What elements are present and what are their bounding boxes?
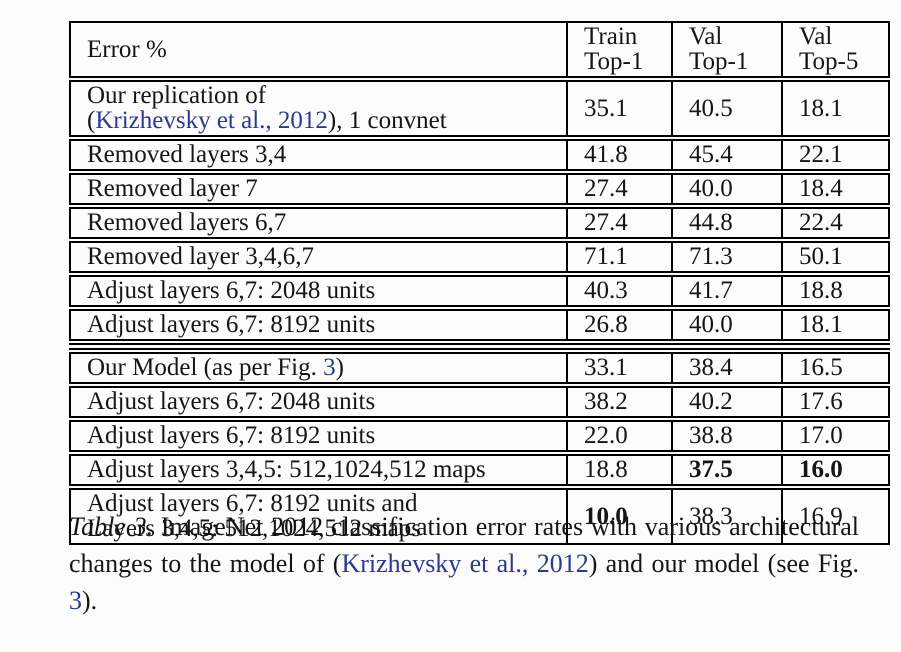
val-top1-value: 44.8 bbox=[673, 207, 783, 239]
header-line: Train bbox=[584, 23, 638, 50]
val-top5-value: 16.5 bbox=[783, 352, 890, 384]
train-top1-value: 35.1 bbox=[568, 80, 673, 137]
row-label: Removed layers 6,7 bbox=[69, 207, 568, 239]
header-line: Top-1 bbox=[584, 48, 644, 75]
table-row: Adjust layers 6,7: 2048 units 40.3 41.7 … bbox=[69, 275, 890, 307]
train-top1-value: 41.8 bbox=[568, 139, 673, 171]
val-top5-value: 50.1 bbox=[783, 241, 890, 273]
figure-link[interactable]: 3 bbox=[323, 354, 336, 381]
row-label: Removed layers 3,4 bbox=[69, 139, 568, 171]
text: ( bbox=[87, 107, 96, 134]
table-caption: Table 3. ImageNet 2012 classification er… bbox=[69, 508, 859, 619]
val-top1-value: 40.5 bbox=[673, 80, 783, 137]
val-top5-value: 22.1 bbox=[783, 139, 890, 171]
column-header-train-top1: Train Top-1 bbox=[568, 21, 673, 78]
caption-title: Table 3. bbox=[69, 512, 154, 541]
val-top1-value: 38.3 bbox=[673, 488, 783, 545]
table-row: Our replication of (Krizhevsky et al., 2… bbox=[69, 80, 890, 137]
header-row: Error % Train Top-1 Val Top-1 Val Top-5 bbox=[69, 21, 890, 78]
val-top1-value: 40.0 bbox=[673, 173, 783, 205]
val-top5-value: 18.1 bbox=[783, 80, 890, 137]
column-header-val-top1: Val Top-1 bbox=[673, 21, 783, 78]
train-top1-value: 27.4 bbox=[568, 173, 673, 205]
train-top1-value: 26.8 bbox=[568, 309, 673, 341]
val-top1-value: 40.0 bbox=[673, 309, 783, 341]
val-top5-value: 17.0 bbox=[783, 420, 890, 452]
table-row: Adjust layers 6,7: 8192 units and Layers… bbox=[69, 488, 890, 545]
table-row: Adjust layers 6,7: 8192 units 22.0 38.8 … bbox=[69, 420, 890, 452]
val-top5-value: 17.6 bbox=[783, 386, 890, 418]
row-label-line1: Our replication of bbox=[87, 82, 267, 109]
header-line: Top-5 bbox=[799, 48, 859, 75]
train-top1-value: 38.2 bbox=[568, 386, 673, 418]
citation-link[interactable]: Krizhevsky et al., 2012 bbox=[95, 107, 328, 134]
caption-text: ImageNet 2012 classification error rates… bbox=[69, 512, 859, 578]
table-row: Adjust layers 6,7: 8192 units 26.8 40.0 … bbox=[69, 309, 890, 341]
row-label: Adjust layers 3,4,5: 512,1024,512 maps bbox=[69, 454, 568, 486]
row-label: Removed layer 7 bbox=[69, 173, 568, 205]
table-row: Adjust layers 3,4,5: 512,1024,512 maps 1… bbox=[69, 454, 890, 486]
val-top5-value: 18.8 bbox=[783, 275, 890, 307]
val-top5-value: 16.0 bbox=[783, 454, 890, 486]
row-label: Our Model (as per Fig. 3) bbox=[69, 352, 568, 384]
double-rule bbox=[69, 343, 890, 350]
table-row: Our Model (as per Fig. 3) 33.1 38.4 16.5 bbox=[69, 352, 890, 384]
table-row: Removed layers 6,7 27.4 44.8 22.4 bbox=[69, 207, 890, 239]
row-label: Adjust layers 6,7: 2048 units bbox=[69, 275, 568, 307]
val-top1-value: 38.4 bbox=[673, 352, 783, 384]
train-top1-value: 18.8 bbox=[568, 454, 673, 486]
train-top1-value: 71.1 bbox=[568, 241, 673, 273]
caption-text: ) and our model (see Fig. bbox=[588, 549, 860, 578]
citation-link[interactable]: Krizhevsky et al., 2012 bbox=[341, 549, 589, 578]
table-row: Removed layers 3,4 41.8 45.4 22.1 bbox=[69, 139, 890, 171]
train-top1-value: 27.4 bbox=[568, 207, 673, 239]
header-line: Top-1 bbox=[689, 48, 749, 75]
table-row: Removed layer 3,4,6,7 71.1 71.3 50.1 bbox=[69, 241, 890, 273]
row-label-line2: Layers 3,4,5: 512,1024,512 maps bbox=[87, 515, 421, 542]
row-label: Adjust layers 6,7: 8192 units bbox=[69, 420, 568, 452]
text: Our Model (as per Fig. bbox=[87, 354, 324, 381]
caption-text: ). bbox=[82, 586, 98, 615]
section-divider bbox=[69, 343, 890, 350]
train-top1-value: 22.0 bbox=[568, 420, 673, 452]
val-top1-value: 40.2 bbox=[673, 386, 783, 418]
column-header-error: Error % bbox=[69, 21, 568, 78]
text: ), 1 convnet bbox=[327, 107, 447, 134]
val-top1-value: 71.3 bbox=[673, 241, 783, 273]
train-top1-value: 33.1 bbox=[568, 352, 673, 384]
column-header-val-top5: Val Top-5 bbox=[783, 21, 890, 78]
row-label: Removed layer 3,4,6,7 bbox=[69, 241, 568, 273]
train-top1-value: 10.0 bbox=[568, 488, 673, 545]
row-label-line1: Adjust layers 6,7: 8192 units and bbox=[87, 490, 418, 517]
val-top5-value: 18.1 bbox=[783, 309, 890, 341]
section-divider-row bbox=[69, 343, 890, 350]
results-table: Error % Train Top-1 Val Top-1 Val Top-5 Our… bbox=[69, 19, 890, 547]
figure-link[interactable]: 3 bbox=[69, 586, 82, 615]
row-label-line2: (Krizhevsky et al., 2012), 1 convnet bbox=[87, 108, 564, 133]
header-line: Val bbox=[689, 23, 723, 50]
val-top1-value: 41.7 bbox=[673, 275, 783, 307]
val-top1-value: 37.5 bbox=[673, 454, 783, 486]
table-row: Removed layer 7 27.4 40.0 18.4 bbox=[69, 173, 890, 205]
header-line: Val bbox=[799, 23, 833, 50]
val-top5-value: 18.4 bbox=[783, 173, 890, 205]
row-label: Adjust layers 6,7: 2048 units bbox=[69, 386, 568, 418]
val-top1-value: 38.8 bbox=[673, 420, 783, 452]
row-label: Our replication of (Krizhevsky et al., 2… bbox=[69, 80, 568, 137]
row-label: Adjust layers 6,7: 8192 units bbox=[69, 309, 568, 341]
val-top5-value: 16.9 bbox=[783, 488, 890, 545]
val-top5-value: 22.4 bbox=[783, 207, 890, 239]
row-label: Adjust layers 6,7: 8192 units and Layers… bbox=[69, 488, 568, 545]
column-header-error-label: Error % bbox=[87, 35, 167, 63]
val-top1-value: 45.4 bbox=[673, 139, 783, 171]
train-top1-value: 40.3 bbox=[568, 275, 673, 307]
table-row: Adjust layers 6,7: 2048 units 38.2 40.2 … bbox=[69, 386, 890, 418]
text: ) bbox=[335, 354, 344, 381]
